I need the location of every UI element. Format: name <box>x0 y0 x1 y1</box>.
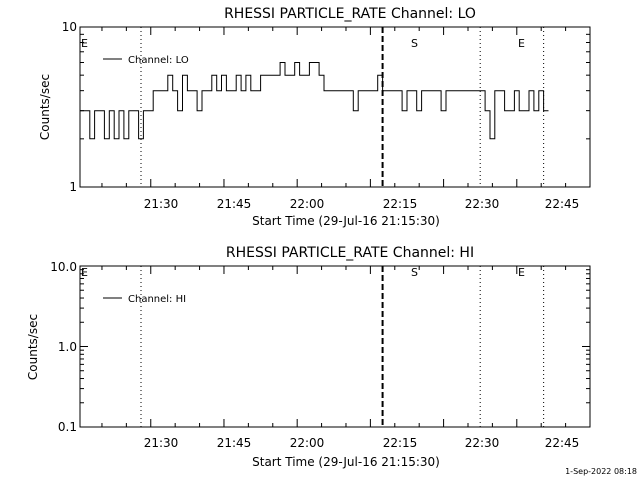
chart-lo: RHESSI PARTICLE_RATE Channel: LO 1 10 21… <box>38 6 591 228</box>
chart-lo-xlabel: Start Time (29-Jul-16 21:15:30) <box>252 214 440 228</box>
chart-lo-xtick-label-2200: 22:00 <box>290 197 325 211</box>
chart-lo-marker-label-e-start: E <box>81 37 88 50</box>
chart-hi-xtick-label-2145: 21:45 <box>217 436 252 450</box>
chart-lo-y-ticks <box>80 33 590 188</box>
chart-hi-legend-label: Channel: HI <box>128 294 186 305</box>
chart-lo-ytick-label-1: 1 <box>69 180 77 194</box>
chart-hi-title: RHESSI PARTICLE_RATE Channel: HI <box>226 245 474 261</box>
chart-hi-marker-label-e-start: E <box>81 266 88 279</box>
chart-lo-xtick-label-2230: 22:30 <box>465 197 500 211</box>
chart-lo-legend-label: Channel: LO <box>128 55 189 66</box>
chart-lo-marker-label-e-end: E <box>518 37 525 50</box>
chart-hi: RHESSI PARTICLE_RATE Channel: HI 0.1 1.0… <box>26 245 591 469</box>
chart-lo-xtick-label-2245: 22:45 <box>545 197 580 211</box>
chart-hi-plot-frame <box>79 265 591 428</box>
chart-hi-ytick-label-10-0: 10.0 <box>50 260 77 274</box>
chart-hi-xtick-label-2200: 22:00 <box>290 436 325 450</box>
chart-lo-ytick-label-10: 10 <box>62 20 77 34</box>
chart-lo-xtick-label-2145: 21:45 <box>217 197 252 211</box>
chart-hi-x-ticks <box>101 266 567 427</box>
chart-hi-xtick-label-2230: 22:30 <box>465 436 500 450</box>
chart-hi-ylabel: Counts/sec <box>26 314 40 380</box>
chart-hi-markers <box>79 266 545 427</box>
chart-hi-y-ticks <box>80 269 590 428</box>
chart-lo-title: RHESSI PARTICLE_RATE Channel: LO <box>224 6 476 22</box>
chart-lo-marker-label-s: S <box>411 37 418 50</box>
footer-timestamp: 1-Sep-2022 08:18 <box>565 467 637 476</box>
chart-hi-ytick-label-1-0: 1.0 <box>58 340 77 354</box>
chart-lo-markers <box>79 27 545 187</box>
chart-lo-series <box>80 62 549 140</box>
chart-hi-xtick-label-2130: 21:30 <box>144 436 179 450</box>
chart-hi-xtick-label-2215: 22:15 <box>383 436 418 450</box>
chart-hi-xtick-label-2245: 22:45 <box>545 436 580 450</box>
chart-lo-plot-frame <box>79 26 591 188</box>
chart-lo-xtick-label-2130: 21:30 <box>144 197 179 211</box>
chart-hi-marker-label-e-end: E <box>518 266 525 279</box>
chart-lo-ylabel: Counts/sec <box>38 74 52 140</box>
chart-lo-xtick-label-2215: 22:15 <box>383 197 418 211</box>
chart-lo-x-ticks <box>101 27 567 187</box>
chart-lo-series-line-0 <box>80 62 549 140</box>
chart-hi-xlabel: Start Time (29-Jul-16 21:15:30) <box>252 455 440 469</box>
chart-hi-ytick-label-0-1: 0.1 <box>58 420 77 434</box>
chart-hi-marker-label-s: S <box>411 266 418 279</box>
